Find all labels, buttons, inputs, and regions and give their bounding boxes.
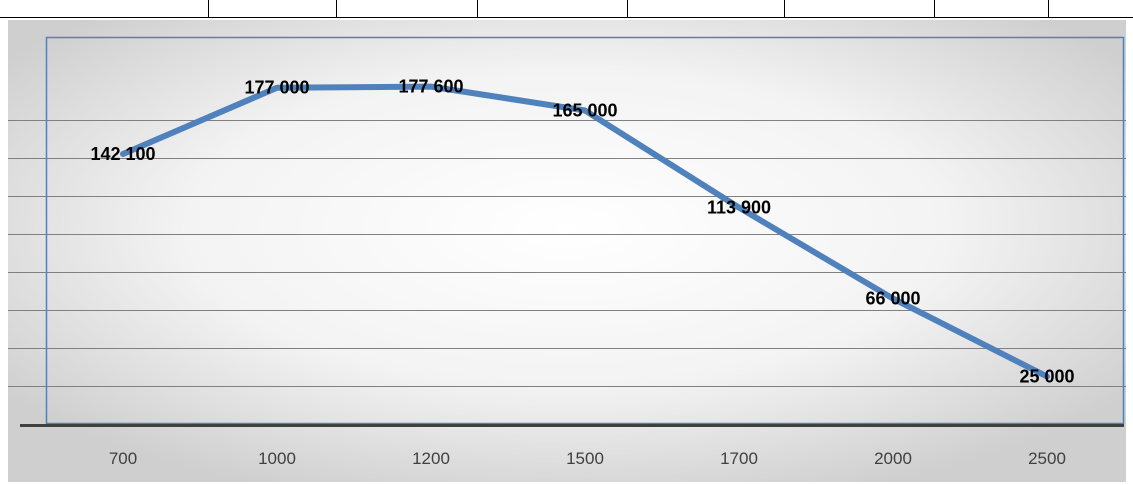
x-tick-label: 2500 xyxy=(1028,449,1066,468)
data-labels: 142 100 177 000 177 600 165 000 113 900 66 00… xyxy=(90,77,1074,387)
data-label: 25 000 xyxy=(1019,367,1074,387)
x-tick-label: 1500 xyxy=(566,449,604,468)
x-tick-label: 1200 xyxy=(412,449,450,468)
chart-background xyxy=(8,20,1126,482)
data-label: 113 900 xyxy=(707,198,771,218)
data-label: 177 600 xyxy=(398,77,463,97)
series-line xyxy=(120,83,1050,380)
data-label: 66 000 xyxy=(865,289,920,309)
x-tick-labels: 700 1000 1200 1500 1700 2000 2500 xyxy=(109,449,1066,468)
data-label: 165 000 xyxy=(552,101,617,121)
table-row-fragment xyxy=(0,0,1133,18)
x-tick-label: 1000 xyxy=(258,449,296,468)
data-label: 142 100 xyxy=(90,144,155,164)
series-layer xyxy=(120,83,1050,380)
x-tick-label: 1700 xyxy=(720,449,758,468)
gridlines xyxy=(8,120,1126,387)
x-tick-label: 2000 xyxy=(874,449,912,468)
x-tick-label: 700 xyxy=(109,449,137,468)
plot-area-border xyxy=(45,36,1125,425)
data-label: 177 000 xyxy=(244,78,309,98)
